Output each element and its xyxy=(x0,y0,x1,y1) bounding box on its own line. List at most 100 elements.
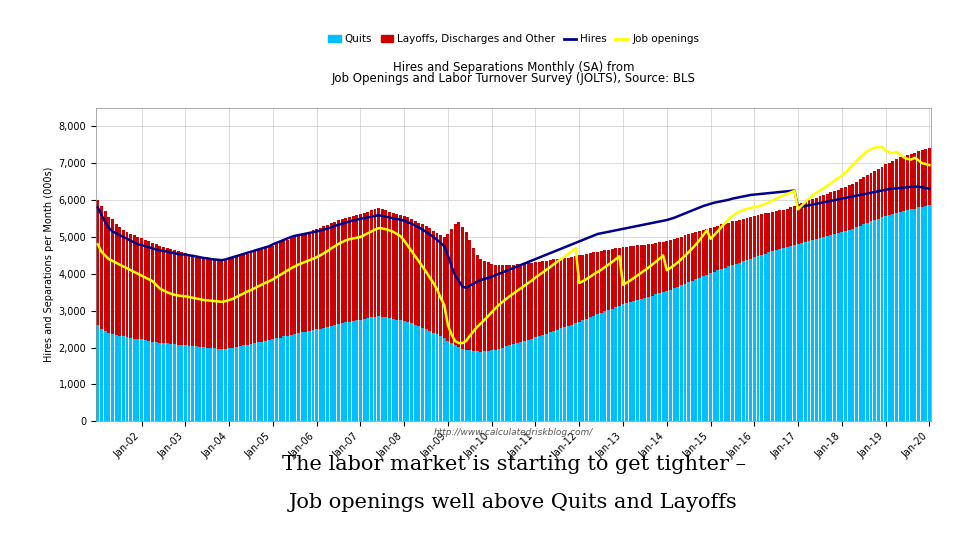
Bar xyxy=(221,349,224,421)
Bar xyxy=(633,301,636,421)
Bar xyxy=(560,328,563,421)
Bar xyxy=(607,250,610,310)
Bar xyxy=(367,212,370,318)
Bar xyxy=(870,221,873,421)
Bar xyxy=(195,346,198,421)
Bar xyxy=(493,350,497,421)
Bar xyxy=(294,334,297,421)
Bar xyxy=(373,316,376,421)
Bar xyxy=(126,337,129,421)
Bar xyxy=(655,243,658,294)
Bar xyxy=(702,230,705,276)
Bar xyxy=(753,216,756,257)
Bar xyxy=(716,226,719,271)
Bar xyxy=(844,187,847,231)
Bar xyxy=(315,229,318,329)
Bar xyxy=(888,215,891,421)
Bar xyxy=(377,316,380,421)
Bar xyxy=(373,210,376,316)
Bar xyxy=(246,254,249,345)
Bar xyxy=(545,260,548,334)
Legend: Quits, Layoffs, Discharges and Other, Hires, Job openings: Quits, Layoffs, Discharges and Other, Hi… xyxy=(324,30,704,49)
Bar xyxy=(224,260,227,349)
Bar xyxy=(874,171,876,220)
Bar xyxy=(858,179,861,226)
Bar xyxy=(636,300,639,421)
Bar xyxy=(264,248,267,341)
Bar xyxy=(545,334,548,421)
Bar xyxy=(512,344,516,421)
Bar xyxy=(603,250,606,312)
Bar xyxy=(801,243,804,421)
Bar xyxy=(720,269,723,421)
Bar xyxy=(191,255,194,346)
Bar xyxy=(731,265,733,421)
Bar xyxy=(166,343,169,421)
Bar xyxy=(811,199,814,240)
Bar xyxy=(497,349,500,421)
Bar xyxy=(304,332,307,421)
Bar xyxy=(155,244,157,342)
Bar xyxy=(272,340,275,421)
Bar xyxy=(330,326,333,421)
Bar xyxy=(399,215,402,320)
Bar xyxy=(111,219,114,334)
Bar xyxy=(436,334,439,421)
Bar xyxy=(629,302,632,421)
Bar xyxy=(669,289,672,421)
Bar xyxy=(242,345,245,421)
Bar xyxy=(760,214,763,255)
Bar xyxy=(272,246,275,340)
Bar xyxy=(876,219,879,421)
Bar xyxy=(385,318,388,421)
Bar xyxy=(782,248,785,421)
Bar xyxy=(629,246,632,302)
Bar xyxy=(140,340,143,421)
Bar xyxy=(643,245,646,298)
Bar xyxy=(749,259,752,421)
Bar xyxy=(866,223,869,421)
Bar xyxy=(924,206,927,421)
Bar xyxy=(797,204,800,244)
Bar xyxy=(607,310,610,421)
Bar xyxy=(855,181,858,227)
Bar xyxy=(906,211,909,421)
Bar xyxy=(880,166,883,218)
Bar xyxy=(779,211,781,249)
Bar xyxy=(556,330,559,421)
Bar xyxy=(892,161,895,214)
Bar xyxy=(509,265,512,345)
Bar xyxy=(421,328,424,421)
Bar xyxy=(396,320,398,421)
Bar xyxy=(866,175,869,223)
Bar xyxy=(187,346,190,421)
Bar xyxy=(552,331,555,421)
Bar xyxy=(852,184,854,229)
Bar xyxy=(96,326,99,421)
Bar xyxy=(290,335,293,421)
Bar xyxy=(811,240,814,421)
Bar xyxy=(651,244,654,295)
Bar xyxy=(585,319,588,421)
Bar xyxy=(235,347,238,421)
Bar xyxy=(888,163,891,215)
Bar xyxy=(880,218,883,421)
Bar xyxy=(585,254,588,319)
Bar xyxy=(614,307,617,421)
Bar xyxy=(483,351,486,421)
Bar xyxy=(782,210,785,248)
Bar xyxy=(680,285,683,421)
Bar xyxy=(712,272,715,421)
Bar xyxy=(548,260,552,333)
Bar xyxy=(556,259,559,330)
Bar xyxy=(308,331,311,421)
Bar xyxy=(797,244,800,421)
Bar xyxy=(114,224,117,335)
Bar xyxy=(651,295,654,421)
Bar xyxy=(370,211,372,318)
Bar xyxy=(239,346,242,421)
Bar xyxy=(122,230,125,336)
Bar xyxy=(862,225,865,421)
Bar xyxy=(913,208,916,421)
Bar xyxy=(618,306,621,421)
